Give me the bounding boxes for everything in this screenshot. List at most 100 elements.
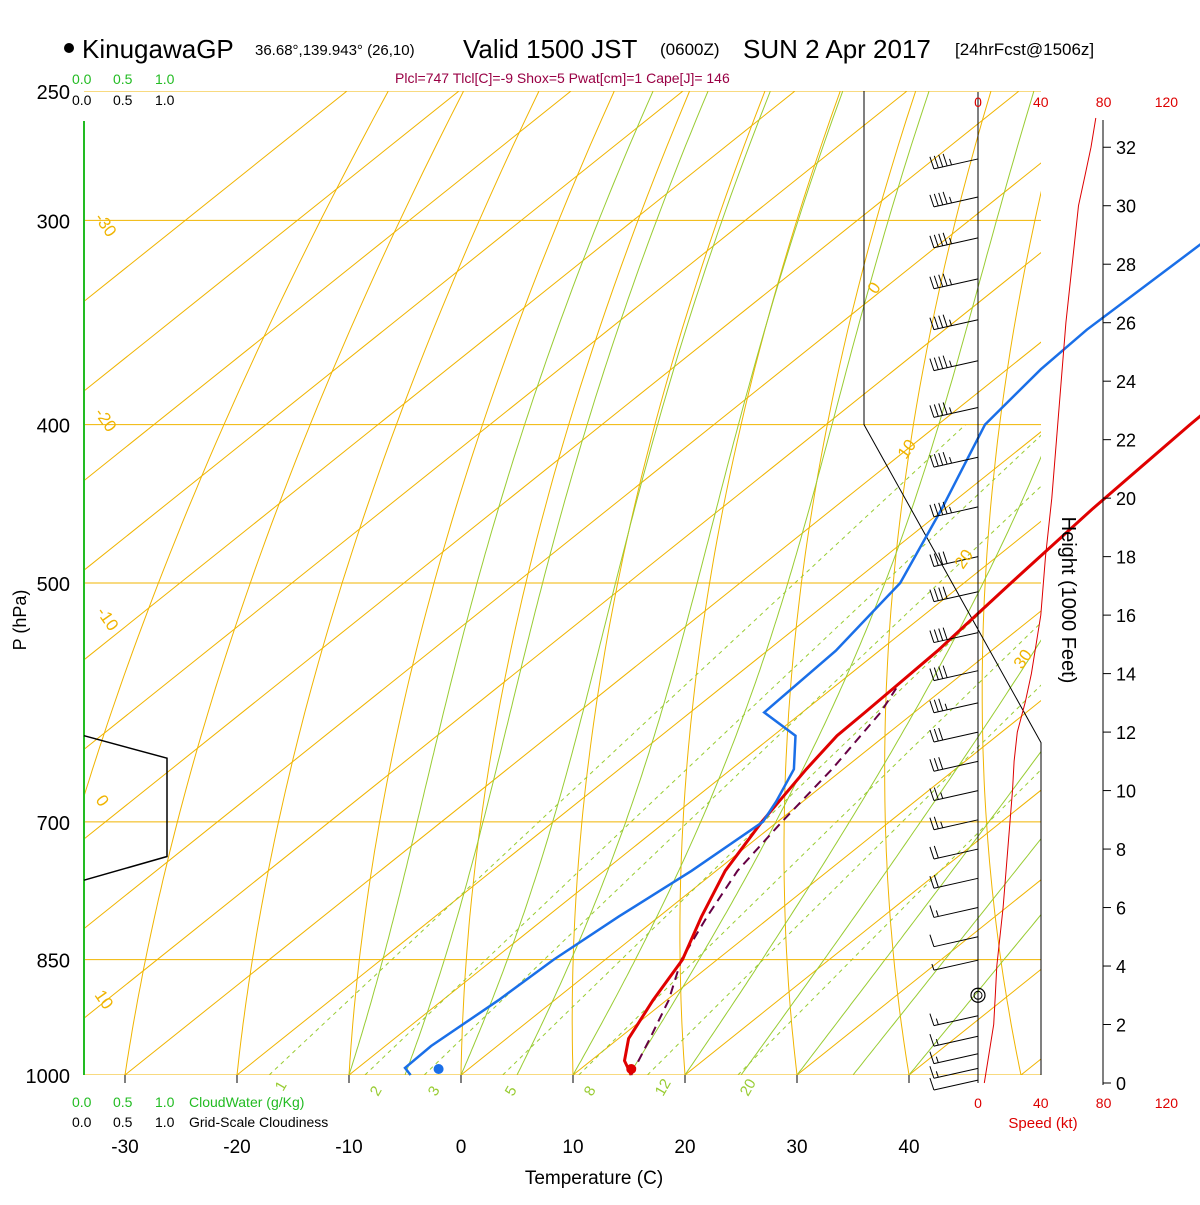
height-tick-label: 18 bbox=[1116, 548, 1136, 568]
wind-barb bbox=[930, 402, 978, 417]
pressure-tick-label: 500 bbox=[37, 574, 70, 596]
x-tick-label: 20 bbox=[674, 1137, 695, 1158]
wind-barb-full bbox=[930, 730, 934, 742]
wind-barb-full bbox=[934, 817, 938, 829]
mixing-ratio-label: 2 bbox=[367, 1083, 386, 1099]
wind-barb-full bbox=[943, 356, 947, 368]
wind-barb-full bbox=[930, 818, 934, 830]
dry-adiabat-label: 0 bbox=[92, 791, 113, 810]
wind-barb-full bbox=[930, 935, 934, 947]
height-tick-label: 30 bbox=[1116, 197, 1136, 217]
cloudwater-scale-bottom: 0.0 0.5 1.0 CloudWater (g/Kg) bbox=[72, 1094, 304, 1110]
height-tick-label: 20 bbox=[1116, 489, 1136, 509]
cl-tick-bottom: 0.0 bbox=[72, 1114, 92, 1130]
speed-tick-top: 40 bbox=[1033, 94, 1049, 110]
wind-barb-full bbox=[930, 1014, 934, 1026]
parcel-curve bbox=[631, 688, 896, 1075]
surface-dewpoint-dot bbox=[434, 1064, 444, 1074]
dry-adiabat-label: 20 bbox=[951, 546, 977, 572]
valid-time: Valid 1500 JST bbox=[463, 34, 638, 64]
height-tick-label: 32 bbox=[1116, 138, 1136, 158]
dry-adiabat-label: -10 bbox=[93, 603, 123, 634]
wind-barb-half bbox=[950, 361, 952, 367]
wind-barb-full bbox=[939, 757, 943, 769]
wind-barb-full bbox=[939, 629, 943, 641]
wind-barb-staff bbox=[934, 820, 978, 830]
height-tick-label: 6 bbox=[1116, 899, 1126, 919]
wind-barb-full bbox=[934, 194, 938, 206]
cl-tick-bottom: 0.5 bbox=[113, 1114, 133, 1130]
wind-barb-full bbox=[930, 195, 934, 207]
wind-barb-full bbox=[930, 405, 934, 417]
speed-tick-top: 80 bbox=[1096, 94, 1112, 110]
wind-barb-full bbox=[934, 846, 938, 858]
wind-barb-full bbox=[943, 154, 947, 166]
pressure-tick-label: 300 bbox=[37, 211, 70, 233]
wind-barb-full bbox=[943, 274, 947, 286]
wind-barb-full bbox=[939, 588, 943, 600]
wind-barb-full bbox=[943, 452, 947, 464]
cw-tick-top: 0.0 bbox=[72, 71, 92, 87]
height-tick-label: 24 bbox=[1116, 372, 1136, 392]
cw-tick-bottom: 0.0 bbox=[72, 1094, 92, 1110]
wind-barb-full bbox=[930, 505, 934, 517]
wind-barb-full bbox=[930, 631, 934, 643]
mixing-ratio-line bbox=[579, 425, 1200, 1075]
height-tick-label: 4 bbox=[1116, 957, 1126, 977]
wind-barb-full bbox=[943, 192, 947, 204]
height-tick-label: 14 bbox=[1116, 665, 1136, 685]
wind-barb-full bbox=[934, 404, 938, 416]
wind-barb-full bbox=[930, 669, 934, 681]
wind-barb-full bbox=[934, 358, 938, 370]
wind-barb-full bbox=[934, 276, 938, 288]
speed-tick-bottom: 0 bbox=[974, 1095, 982, 1111]
wind-barb-full bbox=[934, 454, 938, 466]
wind-barb bbox=[930, 1034, 978, 1046]
wind-barb-full bbox=[934, 235, 938, 247]
speed-label: Speed (kt) bbox=[1008, 1115, 1077, 1132]
dry-adiabat-line bbox=[1169, 91, 1200, 1075]
wind-barb-half bbox=[936, 1071, 938, 1077]
speed-tick-top: 120 bbox=[1155, 94, 1179, 110]
wind-barb-full bbox=[930, 1066, 934, 1078]
wind-barb-full bbox=[939, 667, 943, 679]
wind-barb-full bbox=[943, 628, 947, 640]
mixing-ratio-label: 5 bbox=[502, 1083, 521, 1099]
x-tick-label: -10 bbox=[335, 1137, 362, 1158]
x-tick-label: 10 bbox=[562, 1137, 583, 1158]
wind-barb bbox=[930, 274, 978, 289]
wind-barb-full bbox=[930, 1034, 934, 1046]
wind-barb-full bbox=[934, 875, 938, 887]
mixing-ratio-line bbox=[269, 425, 965, 1075]
wind-barb-full bbox=[930, 1078, 934, 1090]
mixing-ratio-label: 12 bbox=[652, 1076, 675, 1099]
x-axis-label: Temperature (C) bbox=[525, 1168, 663, 1189]
wind-barb bbox=[930, 728, 978, 742]
wind-barb-full bbox=[930, 277, 934, 289]
mixing-ratio-label: 3 bbox=[425, 1083, 444, 1099]
dry-adiabat-label: 10 bbox=[894, 436, 920, 462]
height-tick-label: 28 bbox=[1116, 255, 1136, 275]
pressure-tick-label: 250 bbox=[37, 82, 70, 104]
cloudiness-label: Grid-Scale Cloudiness bbox=[189, 1114, 328, 1130]
wind-barb-half bbox=[950, 159, 952, 165]
wind-barb-full bbox=[943, 552, 947, 564]
wind-barb-full bbox=[934, 630, 938, 642]
pressure-tick-label: 700 bbox=[37, 813, 70, 835]
wind-barb bbox=[930, 192, 978, 207]
valid-zulu: (0600Z) bbox=[660, 40, 720, 59]
wind-barb-full bbox=[934, 729, 938, 741]
wind-barb bbox=[930, 1052, 978, 1064]
wind-barb-full bbox=[934, 504, 938, 516]
dry-adiabat-line bbox=[1077, 91, 1142, 1075]
wind-barb-staff bbox=[934, 878, 978, 888]
x-tick-label: -30 bbox=[111, 1137, 138, 1158]
wind-barb bbox=[930, 905, 978, 917]
wind-barb bbox=[930, 817, 978, 830]
wind-barb-full bbox=[930, 590, 934, 602]
mixing-ratio-line bbox=[365, 425, 1053, 1075]
cl-tick-top: 1.0 bbox=[155, 92, 175, 108]
temperature-curve bbox=[625, 119, 1200, 1075]
wind-barb bbox=[930, 757, 978, 771]
